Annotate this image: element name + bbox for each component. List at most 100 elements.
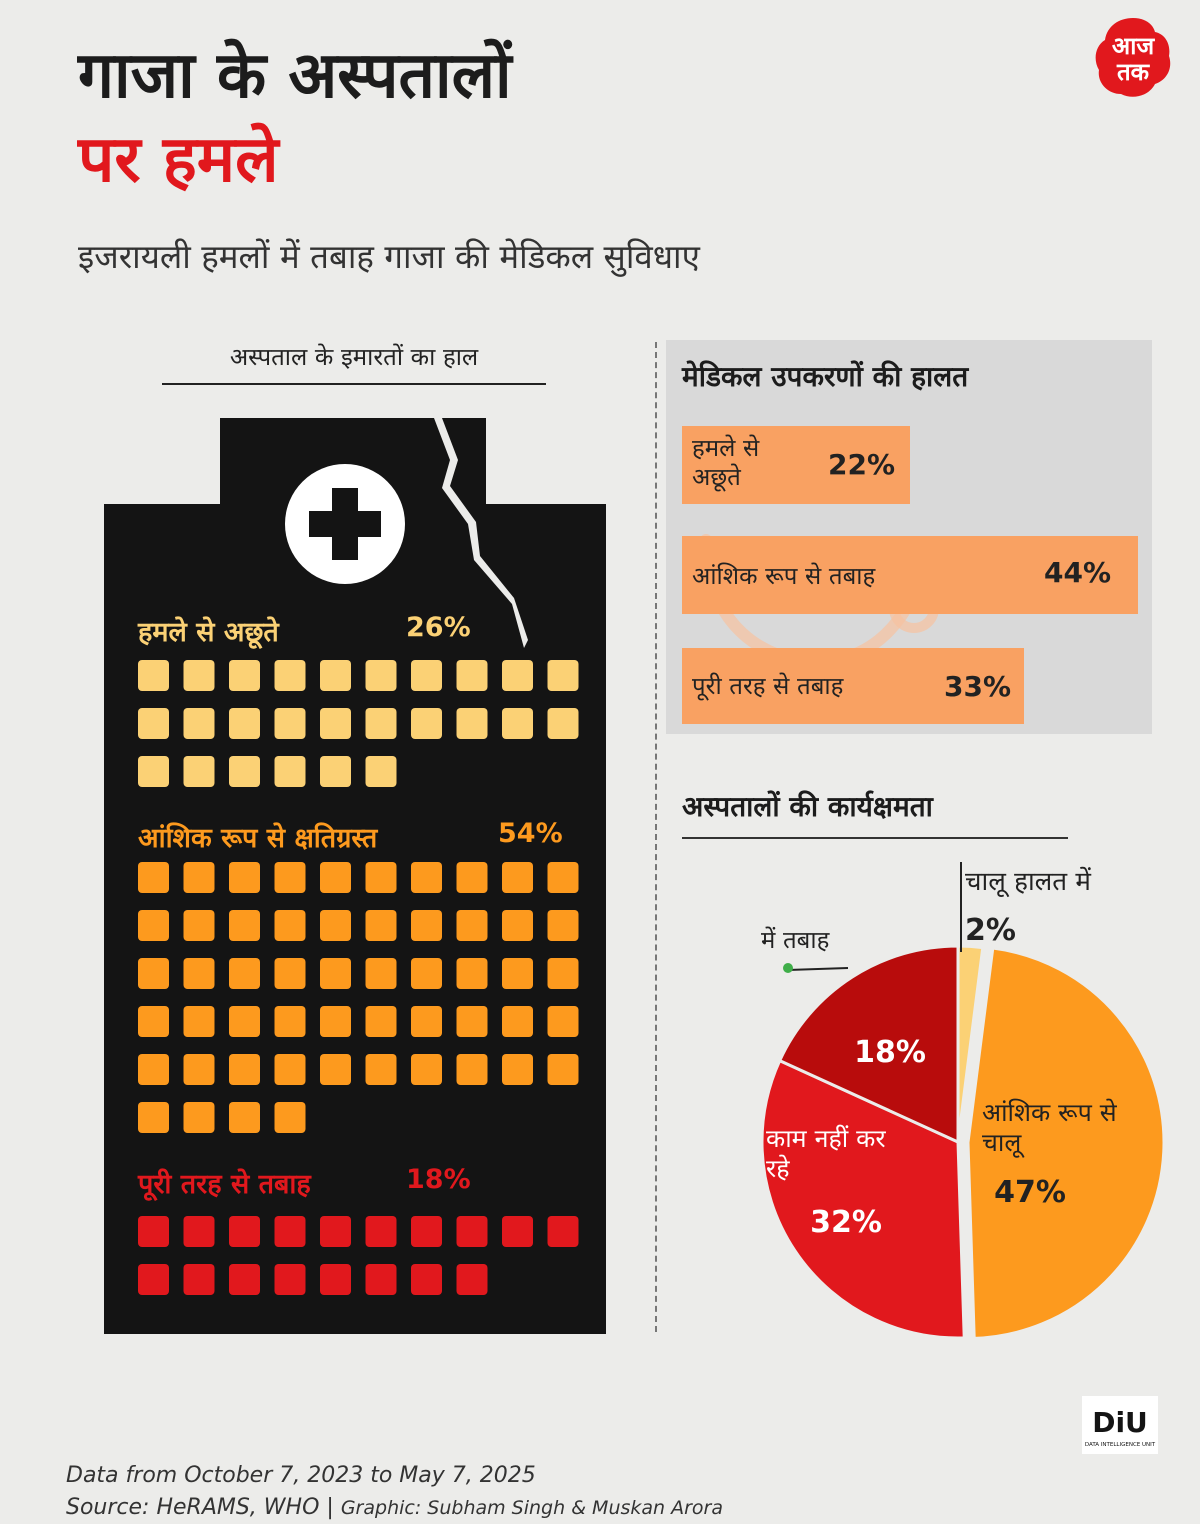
pie-label-destroyed: हमले में तबाह — [760, 926, 831, 954]
waffle-square — [138, 1216, 169, 1247]
waffle-square — [502, 1216, 533, 1247]
equipment-bar-intact — [682, 426, 910, 504]
waffle-square — [456, 1264, 488, 1295]
waffle-square — [320, 862, 351, 893]
waffle-square — [274, 1006, 306, 1037]
waffle-square — [547, 1054, 579, 1085]
waffle-square — [365, 910, 397, 941]
waffle-square — [274, 660, 306, 691]
waffle-square — [320, 910, 351, 941]
diu-logo-bg — [1082, 1396, 1158, 1454]
waffle-square — [138, 1102, 169, 1133]
waffle-square — [320, 660, 351, 691]
waffle-square — [229, 1102, 260, 1133]
building-chart-title: अस्पताल के इमारतों का हाल — [162, 340, 546, 385]
waffle-square — [274, 862, 306, 893]
waffle-square — [365, 958, 397, 989]
waffle-square — [547, 1006, 579, 1037]
waffle-square — [456, 708, 488, 739]
waffle-square — [183, 862, 215, 893]
footer-credit: Graphic: Subham Singh & Muskan Arora — [340, 1496, 723, 1519]
waffle-square — [229, 1264, 260, 1295]
medical-cross-icon — [309, 488, 381, 560]
pie-leader-dot — [783, 963, 793, 973]
waffle-square — [456, 958, 488, 989]
waffle-square — [138, 756, 169, 787]
waffle-square — [320, 1054, 351, 1085]
waffle-square — [365, 1264, 397, 1295]
waffle-square — [229, 1006, 260, 1037]
page-title-line1: गाजा के अस्पतालों — [78, 39, 512, 113]
waffle-square — [547, 958, 579, 989]
waffle-square — [502, 1054, 533, 1085]
waffle-square — [138, 1054, 169, 1085]
waffle-square — [502, 910, 533, 941]
waffle-value-destroyed: 18% — [406, 1164, 471, 1195]
aajtak-logo: आज तक — [1095, 18, 1171, 97]
waffle-square — [456, 910, 488, 941]
waffle-square — [456, 1054, 488, 1085]
equipment-bar-partial — [682, 536, 1138, 614]
equipment-bar-label-partial: आंशिक रूप से तबाह — [692, 562, 876, 590]
waffle-square — [547, 1216, 579, 1247]
waffle-square — [411, 862, 442, 893]
waffle-square — [183, 756, 215, 787]
waffle-square — [229, 958, 260, 989]
waffle-square — [274, 958, 306, 989]
diu-logo-tagline: DATA INTELLIGENCE UNIT — [1085, 1442, 1156, 1448]
footer-source-line: Source: HeRAMS, WHO | Graphic: Subham Si… — [66, 1492, 723, 1524]
pie-value-operational: 2% — [965, 913, 1016, 948]
page-title-line2: पर हमले — [78, 123, 279, 197]
waffle-square — [547, 708, 579, 739]
waffle-square — [183, 1216, 215, 1247]
waffle-label-destroyed: पूरी तरह से तबाह — [138, 1169, 311, 1200]
waffle-square — [411, 910, 442, 941]
waffle-square — [138, 708, 169, 739]
waffle-square — [138, 1006, 169, 1037]
waffle-square — [229, 1054, 260, 1085]
page-subtitle: इजरायली हमलों में तबाह गाजा की मेडिकल सु… — [78, 237, 700, 276]
waffle-square — [183, 1264, 215, 1295]
waffle-square — [502, 958, 533, 989]
waffle-square — [411, 708, 442, 739]
waffle-square — [229, 708, 260, 739]
waffle-square — [274, 1102, 306, 1133]
waffle-square — [411, 958, 442, 989]
waffle-square — [274, 708, 306, 739]
pie-slice-destroyed — [777, 944, 960, 1145]
diu-logo-name: DiU — [1092, 1406, 1148, 1439]
waffle-square — [183, 660, 215, 691]
waffle-square — [456, 1216, 488, 1247]
waffle-square — [411, 1264, 442, 1295]
waffle-square — [547, 862, 579, 893]
waffle-square — [320, 708, 351, 739]
waffle-square — [229, 1216, 260, 1247]
waffle-square — [320, 756, 351, 787]
waffle-square — [547, 910, 579, 941]
pie-label-operational: चालू हालत में — [965, 866, 1091, 898]
waffle-square — [274, 910, 306, 941]
waffle-square — [138, 910, 169, 941]
diu-logo: DiU DATA INTELLIGENCE UNIT — [1082, 1396, 1158, 1454]
pie-slice-partial — [966, 946, 1166, 1340]
waffle-square — [320, 1264, 351, 1295]
waffle-square — [502, 1006, 533, 1037]
waffle-square — [365, 756, 397, 787]
aajtak-logo-line2: तक — [1116, 58, 1151, 86]
building-crack-icon — [434, 418, 528, 648]
waffle-square — [456, 862, 488, 893]
pie-leader-destroyed — [787, 967, 849, 971]
footer-date-range: Data from October 7, 2023 to May 7, 2025 — [66, 1463, 536, 1488]
waffle-square — [138, 660, 169, 691]
equipment-bar-value-partial: 44% — [1044, 556, 1112, 589]
aajtak-logo-line1: आज — [1112, 32, 1156, 60]
section-divider — [655, 342, 657, 1332]
equipment-bar-value-intact: 22% — [828, 448, 896, 481]
waffle-value-partial: 54% — [498, 818, 563, 849]
aajtak-logo-shape — [1095, 18, 1171, 97]
waffle-square — [183, 958, 215, 989]
waffle-label-partial: आंशिक रूप से क्षतिग्रस्त — [138, 823, 378, 854]
waffle-square — [183, 708, 215, 739]
waffle-square — [138, 1264, 169, 1295]
waffle-square — [502, 708, 533, 739]
